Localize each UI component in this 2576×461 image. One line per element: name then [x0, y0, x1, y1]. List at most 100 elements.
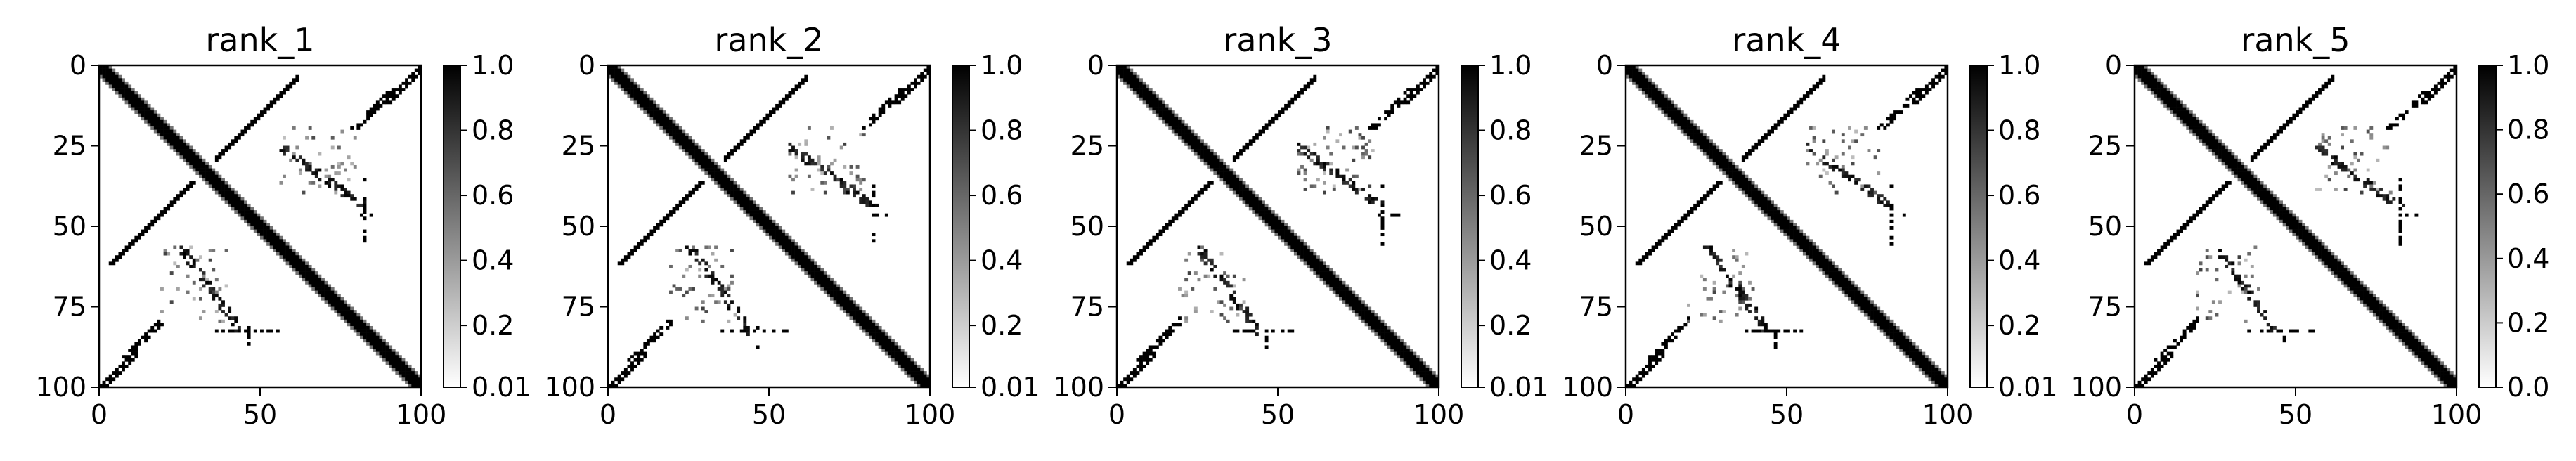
heatmap-cell — [134, 107, 138, 111]
heatmap-cell — [643, 97, 647, 101]
heatmap-cell — [1918, 349, 1922, 352]
heatmap-cell — [1236, 155, 1240, 160]
heatmap-cell — [1651, 355, 1655, 359]
heatmap-cell — [1702, 139, 1707, 143]
heatmap-cell — [1924, 358, 1929, 362]
heatmap-cell — [1207, 158, 1211, 162]
heatmap-cell — [878, 110, 882, 114]
heatmap-cell — [627, 81, 631, 85]
heatmap-cell — [753, 219, 756, 223]
heatmap-cell — [1771, 200, 1774, 204]
heatmap-cell — [253, 210, 257, 214]
heatmap-cell — [1922, 94, 1926, 98]
heatmap-cell — [862, 325, 866, 330]
heatmap-cell — [1278, 216, 1281, 221]
heatmap-cell — [353, 164, 357, 169]
heatmap-cell — [727, 181, 731, 185]
heatmap-cell — [1677, 325, 1681, 330]
heatmap-cell — [340, 129, 344, 134]
heatmap-cell — [328, 184, 332, 188]
heatmap-cell — [1210, 258, 1214, 262]
heatmap-cell — [2189, 113, 2193, 117]
heatmap-cell — [231, 139, 235, 143]
heatmap-cell — [2318, 91, 2322, 95]
heatmap-cell — [926, 384, 931, 388]
heatmap-cell — [1873, 323, 1877, 327]
heatmap-cell — [1210, 149, 1214, 152]
heatmap-cell — [849, 297, 853, 301]
heatmap-cell — [685, 139, 689, 143]
heatmap-cell — [872, 194, 876, 198]
heatmap-cell — [1725, 284, 1729, 288]
heatmap-cell — [305, 274, 309, 278]
heatmap-cell — [653, 103, 656, 108]
heatmap-cell — [2163, 103, 2168, 108]
heatmap-cell — [1245, 188, 1250, 191]
heatmap-cell — [285, 258, 290, 262]
heatmap-cell — [183, 155, 186, 160]
heatmap-cell — [234, 139, 238, 143]
heatmap-cell — [169, 145, 174, 150]
heatmap-cell — [904, 94, 908, 98]
heatmap-cell — [163, 210, 167, 214]
heatmap-cell — [395, 361, 399, 365]
heatmap-cell — [1818, 255, 1823, 259]
heatmap-cell — [798, 261, 802, 266]
heatmap-cell — [344, 319, 347, 323]
heatmap-cell — [221, 329, 225, 333]
heatmap-cell — [730, 190, 734, 195]
heatmap-cell — [1877, 194, 1881, 198]
heatmap-cell — [1210, 164, 1214, 169]
heatmap-cell — [2180, 119, 2183, 124]
heatmap-cell — [1123, 68, 1127, 72]
heatmap-cell — [1812, 84, 1816, 89]
heatmap-cell — [1754, 203, 1759, 207]
heatmap-cell — [1232, 158, 1236, 162]
heatmap-cell — [269, 229, 273, 233]
heatmap-cell — [179, 252, 183, 256]
heatmap-cell — [2176, 113, 2180, 117]
heatmap-cell — [366, 335, 370, 339]
heatmap-cell — [1165, 110, 1169, 114]
heatmap-cell — [637, 361, 641, 365]
colorbar-tick-label: 0.01 — [1489, 372, 1549, 403]
heatmap-cell — [836, 303, 841, 307]
heatmap-cell — [723, 300, 727, 304]
heatmap-cell — [2186, 123, 2190, 127]
heatmap-cell — [640, 100, 644, 105]
heatmap-cell — [1207, 274, 1211, 278]
heatmap-cell — [2247, 181, 2251, 185]
heatmap-cell — [2421, 100, 2425, 105]
y-tick-label: 0 — [1596, 50, 1613, 81]
heatmap-cell — [198, 297, 202, 301]
heatmap-cell — [859, 133, 863, 137]
heatmap-cell — [366, 329, 370, 333]
heatmap-cell — [692, 245, 695, 249]
heatmap-cell — [1152, 235, 1156, 240]
heatmap-cell — [910, 358, 914, 362]
heatmap-cell — [298, 271, 302, 275]
heatmap-cell — [814, 264, 817, 268]
heatmap-cell — [234, 203, 238, 207]
heatmap-cell — [836, 294, 841, 298]
heatmap-cell — [1162, 226, 1165, 230]
heatmap-cell — [894, 345, 898, 349]
heatmap-cell — [289, 249, 293, 252]
heatmap-cell — [257, 226, 261, 230]
heatmap-cell — [1915, 345, 1920, 349]
heatmap-cell — [1818, 261, 1823, 266]
heatmap-cell — [1712, 162, 1716, 166]
heatmap-cell — [1651, 94, 1655, 98]
heatmap-cell — [1191, 142, 1195, 146]
heatmap-cell — [769, 110, 772, 114]
heatmap-cell — [411, 380, 415, 384]
heatmap-cell — [633, 97, 637, 101]
heatmap-cell — [1877, 316, 1881, 320]
heatmap-cell — [408, 368, 412, 372]
heatmap-cell — [1789, 110, 1794, 114]
heatmap-cell — [228, 310, 232, 313]
heatmap-cell — [807, 126, 811, 130]
heatmap-cell — [405, 81, 408, 85]
heatmap-cell — [640, 91, 644, 95]
